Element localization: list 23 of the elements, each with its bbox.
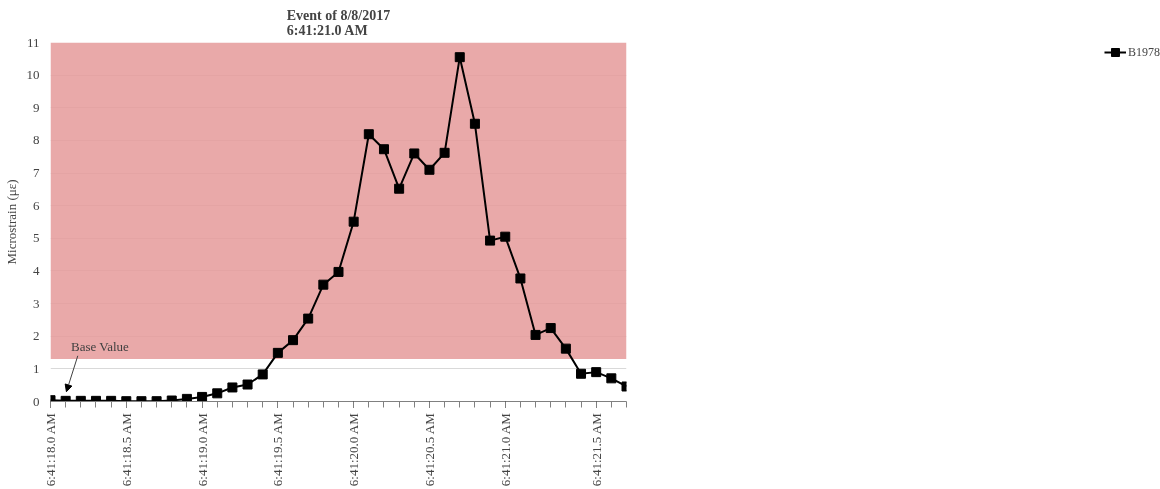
y-tick-label: 10 [26, 67, 40, 83]
y-tick-label: 2 [33, 328, 40, 344]
x-tick-label: 6:41:18.5 AM [118, 412, 134, 487]
y-tick-label: 11 [26, 34, 40, 50]
y-tick-label: 6 [33, 197, 40, 213]
legend-label: B1978 [1127, 44, 1160, 60]
x-tick-label: 6:41:21.5 AM [588, 412, 604, 487]
y-tick-label: 5 [33, 230, 40, 246]
chart-title: Event of 8/8/2017 6:41:21.0 AM [286, 7, 391, 38]
y-tick-label: 9 [33, 99, 40, 115]
y-tick-label: 1 [33, 360, 40, 376]
y-tick-label: 0 [33, 393, 40, 409]
y-tick-label: 7 [33, 165, 40, 181]
x-tick-label: 6:41:20.5 AM [421, 412, 437, 487]
x-tick-label: 6:41:21.0 AM [497, 412, 513, 487]
x-tick-label: 6:41:19.5 AM [270, 412, 286, 487]
y-tick-label: 4 [33, 262, 40, 278]
x-tick-label: 6:41:19.0 AM [194, 412, 210, 487]
y-tick-label: 8 [33, 132, 40, 148]
y-axis-title: Microstrain (με) [3, 179, 19, 265]
x-tick-label: 6:41:18.0 AM [43, 412, 58, 487]
y-tick-label: 3 [33, 295, 40, 311]
x-tick-label: 6:41:20.0 AM [346, 412, 362, 487]
